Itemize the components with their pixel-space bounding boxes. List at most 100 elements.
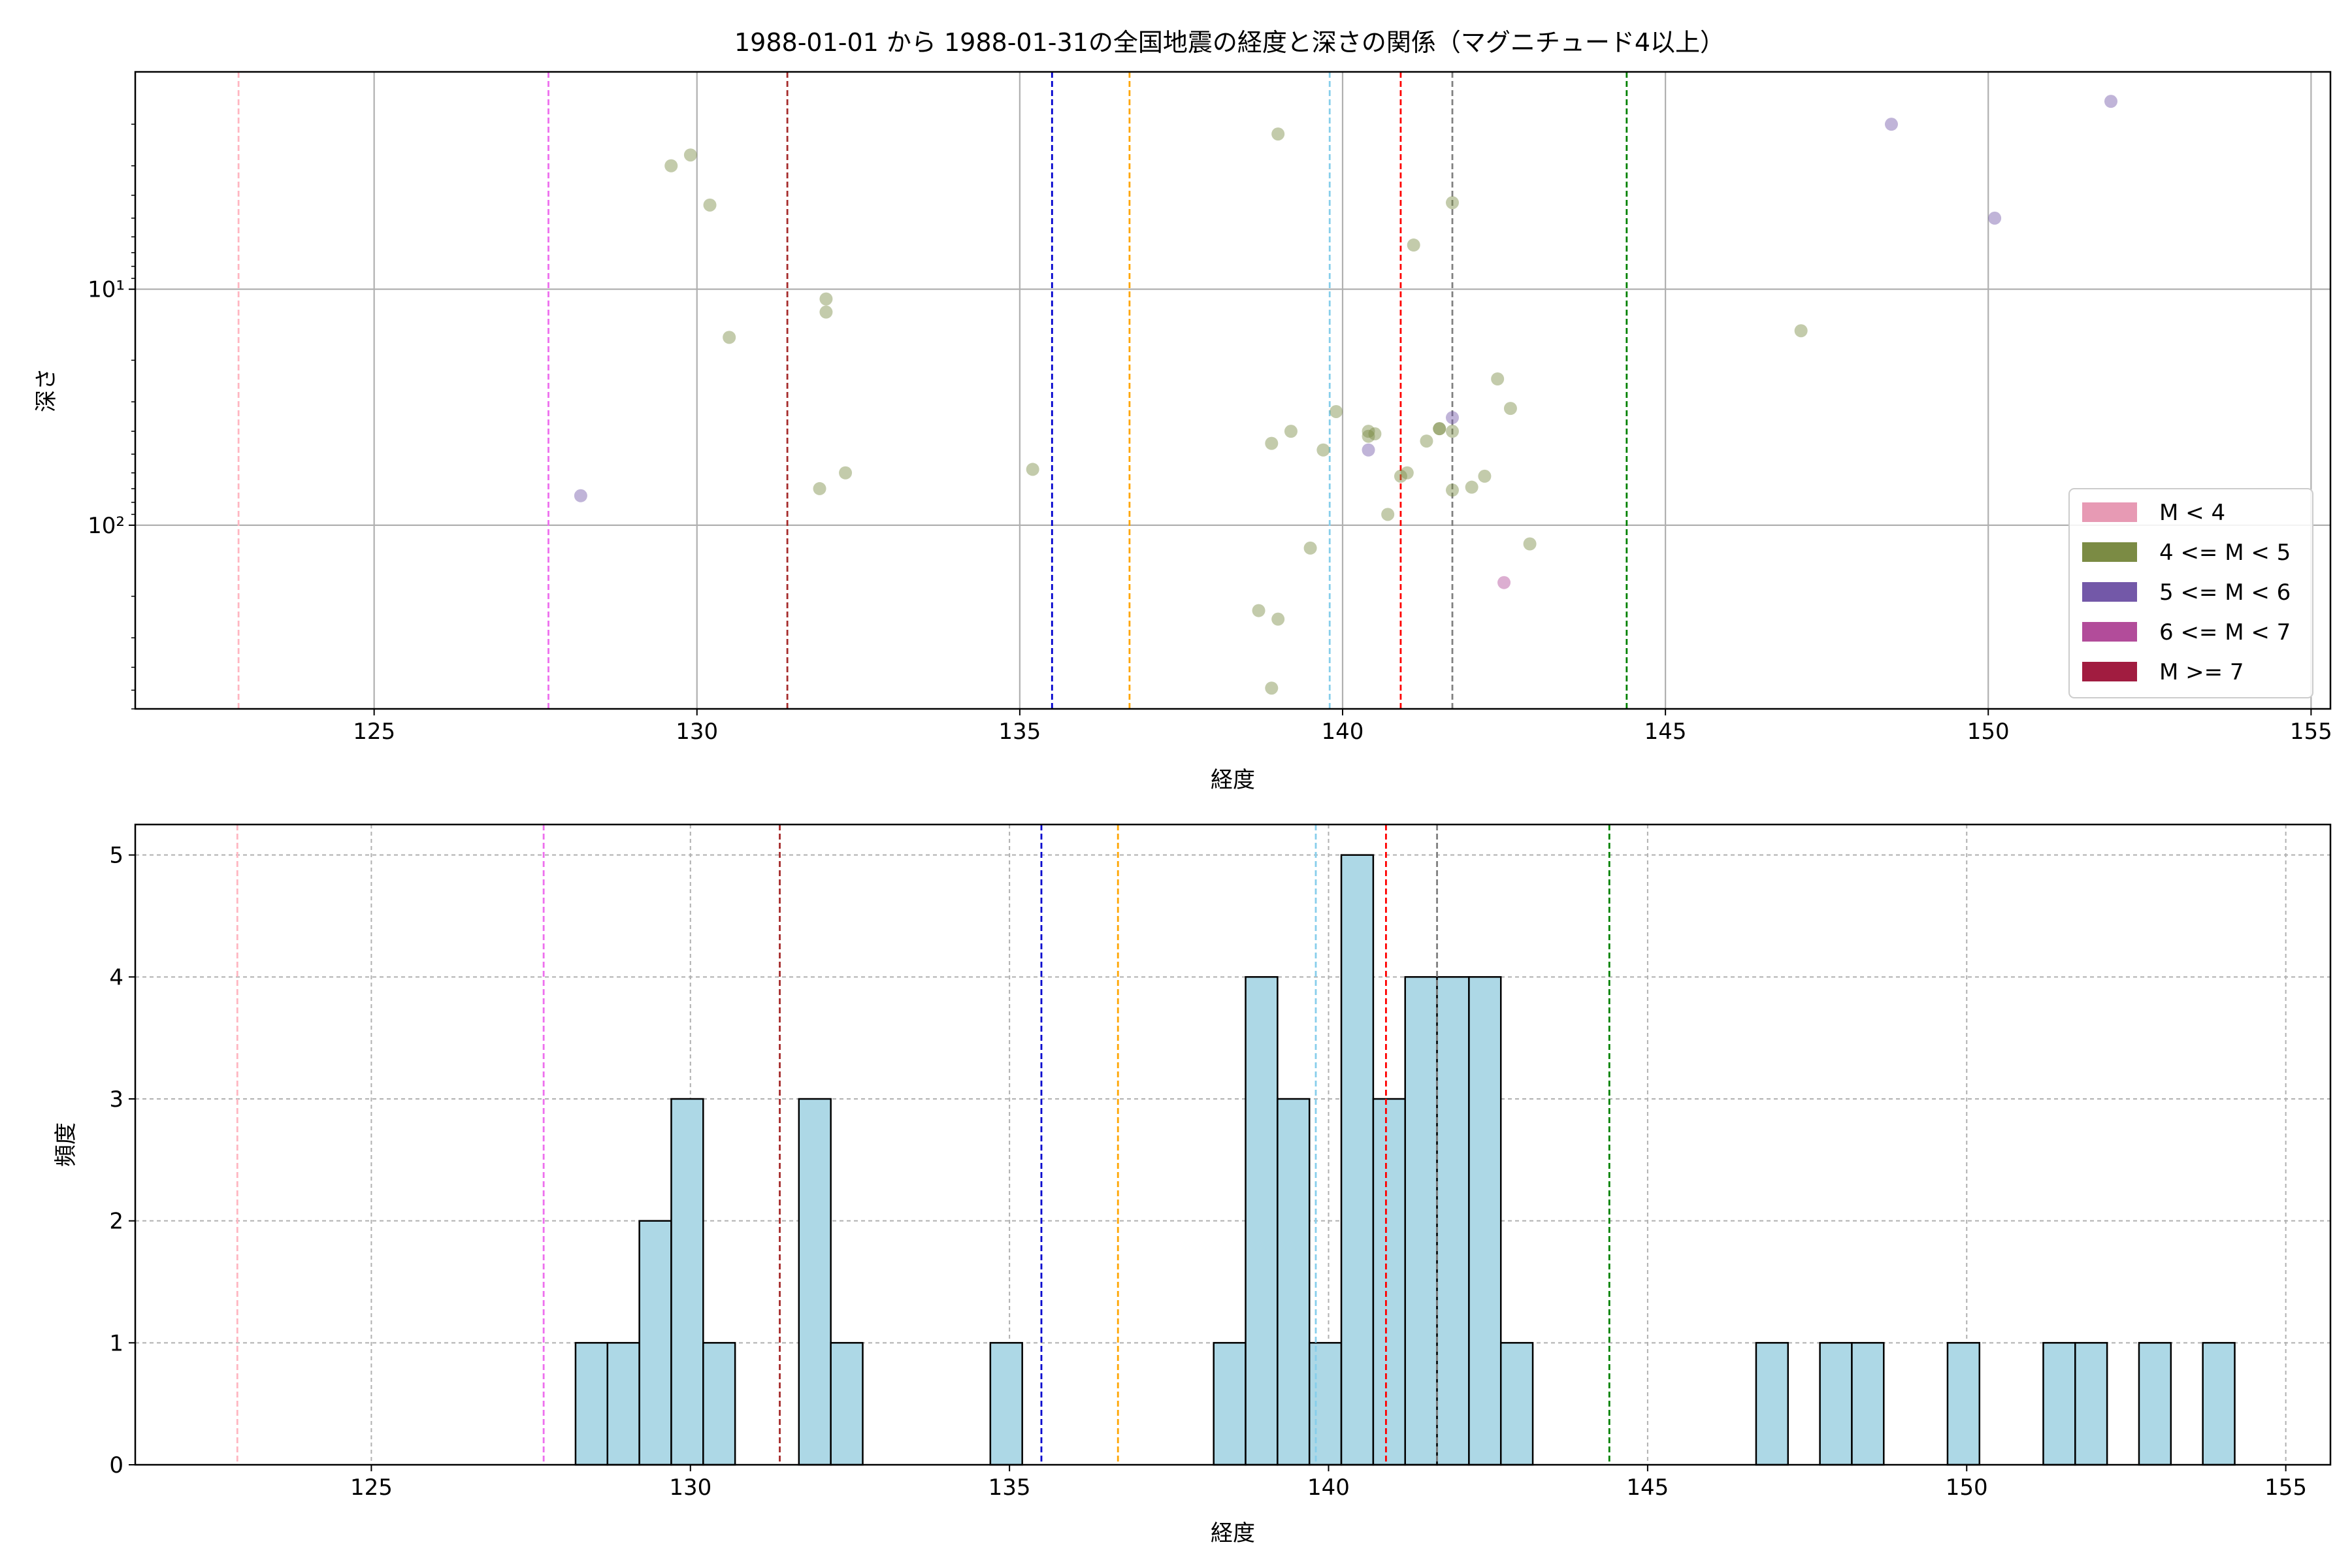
scatter-point	[1284, 425, 1298, 438]
histogram-bar	[1436, 976, 1470, 1466]
legend-swatch	[2082, 582, 2137, 602]
histogram-y-tick-label: 2	[109, 1209, 123, 1235]
scatter-x-tick-label: 135	[998, 719, 1041, 745]
scatter-point	[1446, 483, 1459, 497]
histogram-bar	[2202, 1342, 2236, 1466]
histogram-bar	[1946, 1342, 1981, 1466]
scatter-x-tick-label: 140	[1322, 719, 1364, 745]
scatter-point	[1433, 422, 1446, 436]
legend-swatch	[2082, 542, 2137, 562]
scatter-point	[2104, 95, 2117, 108]
histogram-x-tick-label: 140	[1307, 1475, 1350, 1501]
scatter-point	[819, 292, 833, 306]
scatter-point	[1446, 411, 1459, 425]
scatter-point	[1523, 537, 1537, 551]
legend: M < 4 4 <= M < 5 5 <= M < 6 6 <= M < 7 M >= …	[2068, 488, 2313, 698]
scatter-point	[819, 305, 833, 319]
histogram-bar	[989, 1342, 1023, 1466]
scatter-point	[1407, 238, 1420, 252]
scatter-point	[1478, 469, 1492, 483]
histogram-x-tick-label: 150	[1946, 1475, 1988, 1501]
histogram-reference-lines	[236, 825, 1610, 1465]
histogram-bar	[702, 1342, 736, 1466]
histogram-y-tick-label: 4	[109, 964, 123, 990]
legend-box	[2068, 488, 2313, 698]
histogram-bar	[1277, 1098, 1311, 1466]
histogram-bar	[606, 1342, 640, 1466]
scatter-point	[1026, 463, 1039, 476]
histogram-y-tick-label: 3	[109, 1086, 123, 1113]
histogram-x-tick-label: 145	[1626, 1475, 1669, 1501]
histogram-y-axis-label: 頻度	[53, 1122, 79, 1167]
scatter-point	[1400, 466, 1414, 480]
scatter-y-tick-label: 10²	[88, 513, 125, 539]
histogram-bar	[638, 1220, 672, 1466]
histogram-bar	[1755, 1342, 1789, 1466]
legend-swatch	[2082, 502, 2137, 522]
scatter-point	[683, 148, 697, 162]
scatter-point	[1252, 604, 1266, 617]
scatter-point	[1497, 576, 1511, 589]
scatter-point	[1465, 480, 1478, 494]
histogram-panel: 125 130 135 140 145 150 155 0 1 2 3 4 5 経度 頻度	[53, 823, 2332, 1546]
histogram-x-tick-label: 135	[988, 1475, 1031, 1501]
scatter-x-axis-label: 経度	[1211, 767, 1255, 793]
scatter-point	[1503, 402, 1517, 416]
scatter-point	[1988, 211, 2002, 225]
scatter-point	[1446, 196, 1459, 210]
scatter-point	[1491, 372, 1505, 385]
histogram-frame	[134, 823, 2332, 1466]
histogram-bar	[1213, 1342, 1247, 1466]
histogram-x-ticks: 125 130 135 140 145 150 155	[350, 1465, 2307, 1501]
histogram-y-tick-label: 0	[109, 1452, 123, 1478]
scatter-points	[574, 95, 2117, 695]
histogram-bar	[830, 1342, 864, 1466]
scatter-point	[1362, 443, 1375, 457]
histogram-bar	[1340, 854, 1375, 1466]
scatter-point	[1330, 404, 1343, 418]
legend-label: M < 4	[2159, 500, 2225, 526]
legend-label: M >= 7	[2159, 659, 2244, 685]
scatter-point	[813, 482, 826, 495]
scatter-point	[1446, 425, 1459, 438]
scatter-point	[1394, 469, 1407, 483]
histogram-x-tick-label: 130	[669, 1475, 711, 1501]
histogram-bar	[1245, 976, 1279, 1466]
scatter-x-tick-label: 155	[2290, 719, 2332, 745]
histogram-bar	[670, 1098, 704, 1466]
scatter-point	[1433, 422, 1446, 436]
scatter-point	[703, 198, 717, 212]
legend-label: 4 <= M < 5	[2159, 540, 2291, 566]
histogram-y-tick-label: 5	[109, 843, 123, 869]
scatter-x-ticks: 125 130 135 140 145 150 155	[353, 709, 2332, 745]
histogram-bar	[1372, 1098, 1406, 1466]
scatter-point	[839, 466, 853, 480]
histogram-bar	[2138, 1342, 2172, 1466]
histogram-bar	[1404, 976, 1438, 1466]
scatter-x-tick-label: 125	[353, 719, 395, 745]
histogram-y-tick-label: 1	[109, 1330, 123, 1356]
scatter-point	[1303, 541, 1317, 555]
histogram-bar	[2074, 1342, 2108, 1466]
scatter-grid	[135, 72, 2330, 709]
scatter-x-tick-label: 150	[1967, 719, 2010, 745]
scatter-point	[1271, 127, 1285, 141]
legend-swatch	[2082, 622, 2137, 642]
legend-label: 6 <= M < 7	[2159, 619, 2291, 645]
histogram-bar	[574, 1342, 609, 1466]
legend-swatch	[2082, 662, 2137, 681]
histogram-x-tick-label: 125	[350, 1475, 393, 1501]
scatter-panel: 125 130 135 140 145 150 155 10¹ 10² 経度 深さ M < 4…	[33, 71, 2332, 793]
scatter-point	[574, 489, 587, 502]
scatter-x-tick-label: 145	[1644, 719, 1687, 745]
scatter-point	[1381, 508, 1395, 521]
histogram-bars	[574, 854, 2236, 1466]
histogram-y-ticks: 0 1 2 3 4 5	[109, 843, 135, 1478]
scatter-point	[664, 159, 678, 172]
histogram-bar	[1468, 976, 1502, 1466]
histogram-bar	[1308, 1342, 1343, 1466]
scatter-point	[1885, 118, 1898, 131]
histogram-bar	[1851, 1342, 1885, 1466]
scatter-point	[1420, 434, 1433, 448]
